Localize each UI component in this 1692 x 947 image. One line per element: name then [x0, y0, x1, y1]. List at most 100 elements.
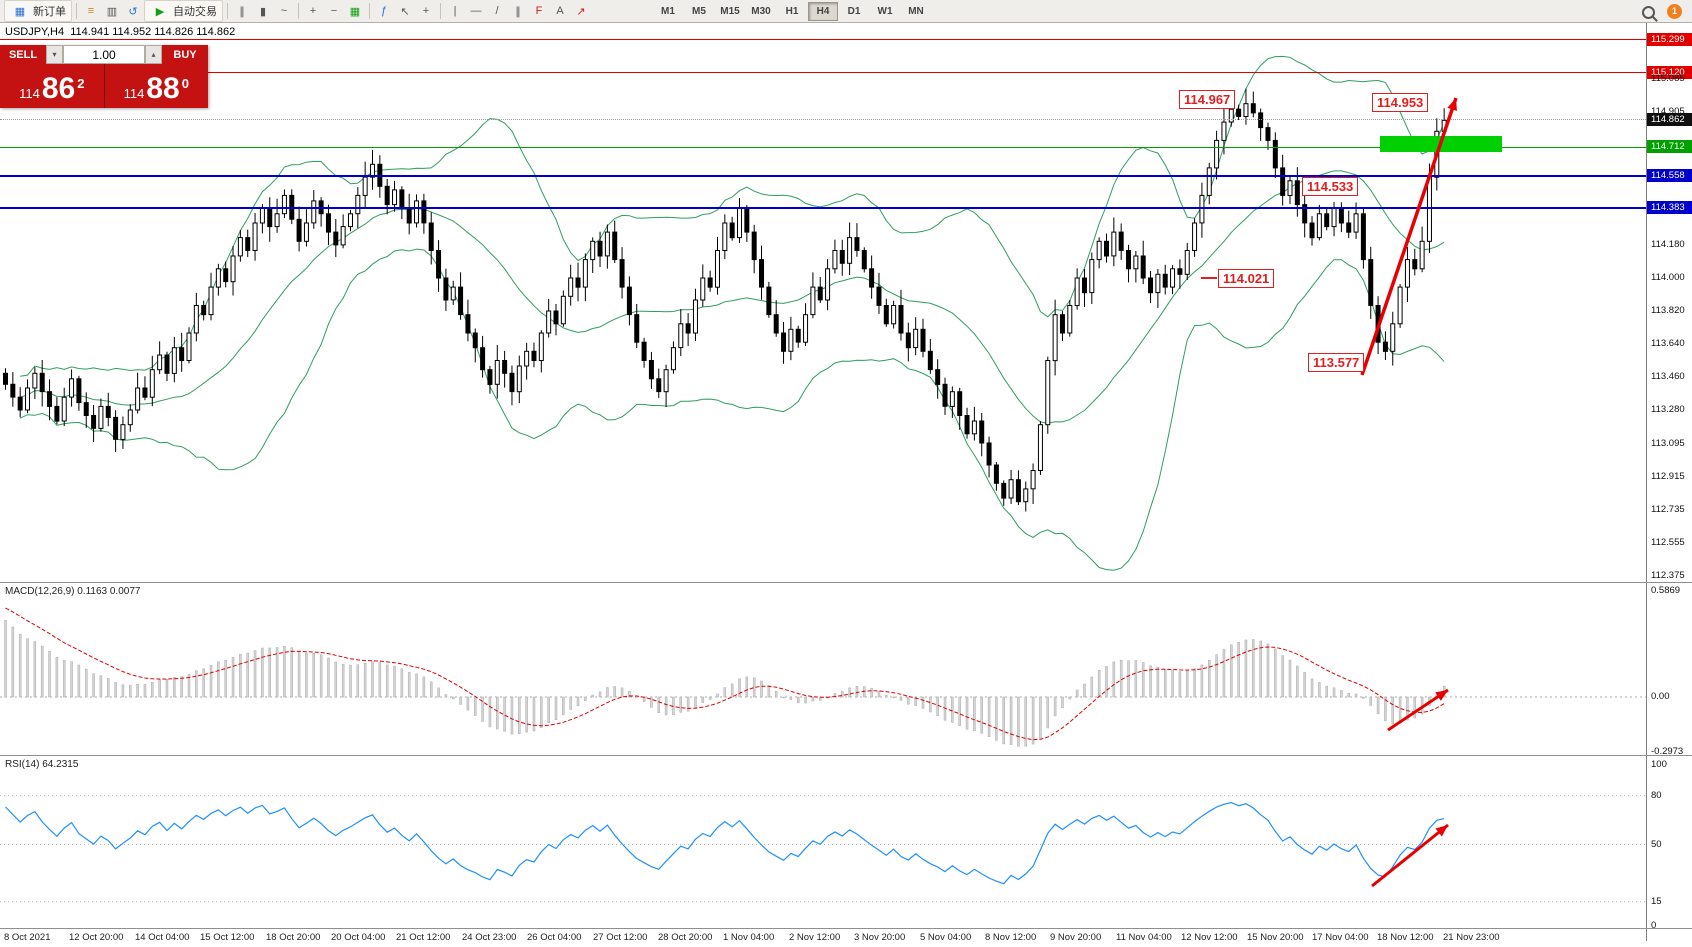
market-watch-icon[interactable]: ≡	[87, 5, 95, 17]
timeframe-h4[interactable]: H4	[808, 1, 838, 21]
time-label: 8 Nov 12:00	[985, 932, 1037, 943]
macd-histogram-bar	[973, 696, 976, 732]
candle-body	[949, 391, 955, 407]
arrow-objects-icon[interactable]: ↗	[576, 5, 586, 18]
panel-splitter[interactable]	[0, 582, 1692, 583]
candle-body	[281, 194, 287, 215]
rsi-panel-canvas[interactable]	[0, 757, 1646, 927]
fibonacci-icon[interactable]: F	[535, 5, 543, 17]
horizontal-line-114.383[interactable]	[0, 206, 1646, 209]
buy-button[interactable]: BUY	[162, 45, 208, 64]
price-axis[interactable]: 115.299 115.120 115.085 114.905 114.862 114.7…	[1646, 23, 1692, 941]
candle-body	[957, 391, 963, 417]
cursor-icon[interactable]: ↖	[400, 5, 410, 18]
notification-badge[interactable]: 1	[1667, 3, 1682, 19]
macd-histogram-bar	[1119, 659, 1123, 698]
candle-body	[47, 391, 53, 407]
tile-windows-icon[interactable]: ▦	[349, 5, 361, 18]
sell-button[interactable]: SELL	[0, 45, 46, 64]
macd-histogram-bar	[55, 656, 59, 698]
candle-body	[839, 250, 845, 264]
timeframe-m1[interactable]: M1	[661, 5, 675, 17]
time-label: 8 Oct 2021	[4, 932, 51, 943]
macd-histogram-bar	[217, 661, 220, 698]
timeframe-m5[interactable]: M5	[692, 5, 706, 17]
sell-price-button[interactable]: 114 86 2	[0, 64, 104, 108]
macd-histogram-bar	[62, 660, 66, 698]
candle-body	[325, 213, 331, 233]
time-label: 3 Nov 20:00	[854, 932, 906, 943]
panel-splitter[interactable]	[0, 928, 1692, 929]
time-label: 11 Nov 04:00	[1116, 932, 1172, 943]
panel-splitter[interactable]	[0, 755, 1692, 756]
channel-icon[interactable]: ∥	[515, 5, 521, 18]
time-label: 12 Nov 12:00	[1181, 932, 1238, 943]
candle-body	[1067, 305, 1073, 334]
horizontal-line-114.558[interactable]	[0, 174, 1646, 177]
zoom-in-icon[interactable]: +	[309, 5, 317, 17]
horizontal-line-114.712[interactable]	[0, 146, 1646, 148]
price-annotation[interactable]: 113.577	[1308, 353, 1365, 372]
volume-input[interactable]: 1.00	[63, 45, 145, 64]
volume-increase-button[interactable]: ▴	[145, 45, 162, 64]
candle-body	[1397, 286, 1403, 325]
price-annotation[interactable]: 114.953	[1372, 93, 1429, 112]
macd-histogram-bar	[914, 696, 917, 706]
timeframe-m30[interactable]: M30	[751, 5, 771, 17]
macd-panel-canvas[interactable]	[0, 584, 1646, 754]
time-label: 15 Oct 12:00	[200, 932, 255, 943]
time-label: 12 Oct 20:00	[69, 932, 124, 943]
navigator-icon[interactable]: ↺	[128, 5, 138, 18]
price-annotation[interactable]: 114.967	[1179, 90, 1236, 109]
candle-body	[626, 286, 632, 316]
candle-body	[524, 350, 530, 367]
new-order-button[interactable]: ▦ 新订单	[4, 0, 72, 22]
indicators-icon[interactable]: ƒ	[380, 5, 388, 17]
trendline-icon[interactable]: /	[495, 5, 499, 17]
macd-histogram-bar	[899, 696, 903, 701]
price-annotation[interactable]: 114.021	[1201, 269, 1275, 288]
timeframe-h1[interactable]: H1	[785, 5, 799, 17]
buy-price-button[interactable]: 114 88 0	[105, 64, 209, 108]
horizontal-line-115.12[interactable]	[0, 72, 1646, 74]
macd-histogram-bar	[466, 696, 470, 711]
time-axis[interactable]: 8 Oct 2021 12 Oct 20:00 14 Oct 04:00 15 Oct…	[0, 929, 1646, 947]
macd-histogram-bar	[136, 684, 139, 698]
rsi-axis-tick: 15	[1651, 896, 1662, 907]
zoom-out-icon[interactable]: −	[330, 5, 338, 17]
horizontal-line-115.299[interactable]	[0, 39, 1646, 41]
candle-body	[17, 396, 23, 411]
trend-arrow[interactable]	[1371, 823, 1449, 888]
candlestick-chart-icon[interactable]: ▮	[259, 5, 267, 18]
toolbar-right-group: 1	[1634, 3, 1688, 19]
line-chart-icon[interactable]: ~	[280, 5, 288, 17]
candle-body	[164, 354, 170, 374]
candle-body	[3, 372, 8, 385]
time-label: 27 Oct 12:00	[593, 932, 648, 943]
horizontal-line-icon[interactable]: —	[470, 5, 482, 17]
candlestick-chart-canvas[interactable]	[0, 23, 1646, 581]
timeframe-d1[interactable]: D1	[847, 5, 861, 17]
price-annotation[interactable]: 114.533	[1302, 177, 1359, 196]
candle-body	[502, 360, 508, 374]
candle-body	[69, 378, 75, 398]
vertical-line-icon[interactable]: |	[453, 5, 457, 17]
timeframe-w1[interactable]: W1	[877, 5, 893, 17]
trend-arrow[interactable]	[1387, 688, 1449, 732]
crosshair-icon[interactable]: +	[422, 5, 430, 17]
macd-histogram-bar	[1193, 668, 1196, 698]
bar-chart-icon[interactable]: ∥	[239, 5, 245, 18]
search-icon[interactable]	[1642, 5, 1655, 19]
volume-decrease-button[interactable]: ▾	[46, 45, 63, 64]
candle-body	[61, 396, 67, 422]
text-icon[interactable]: A	[556, 5, 564, 17]
candle-body	[964, 415, 970, 435]
candle-body	[1221, 121, 1227, 141]
auto-trading-button[interactable]: ▶ 自动交易	[144, 0, 223, 22]
timeframe-m15[interactable]: M15	[720, 5, 740, 17]
highlight-rectangle[interactable]	[1380, 136, 1502, 152]
macd-histogram-bar	[951, 696, 954, 723]
horizontal-line-114.862[interactable]	[0, 119, 1646, 121]
data-window-icon[interactable]: ▥	[106, 5, 118, 18]
timeframe-mn[interactable]: MN	[908, 5, 924, 17]
